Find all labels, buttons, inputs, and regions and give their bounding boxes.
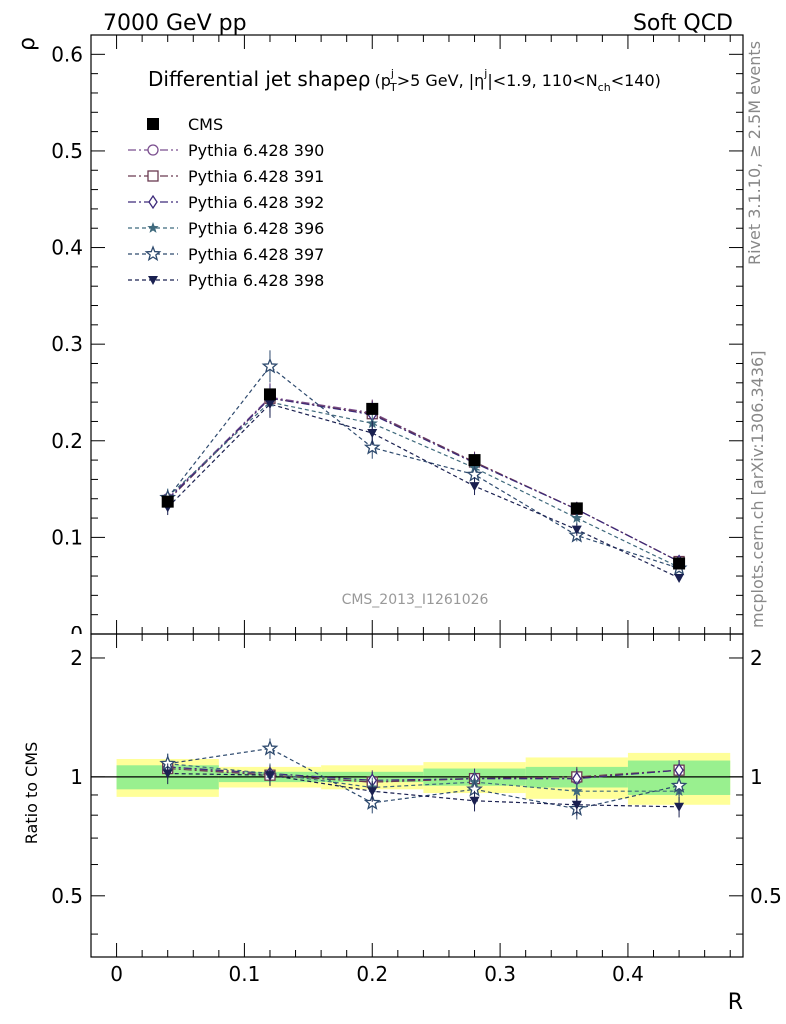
title-cond2-sup: j [483,67,487,80]
ratio-ytick-label-right-2: 2 [750,646,763,670]
legend-marker-1 [147,170,159,182]
title-main: Differential jet shape [148,67,358,91]
title-cond1-sup: j [390,67,394,80]
legend-label-1: Pythia 6.428 391 [188,167,324,186]
title-cond1: (p [375,71,391,90]
series-line-4 [167,365,680,569]
cms-point-2 [366,402,379,415]
series-line-5 [167,403,680,579]
xtick-label-1: 0.1 [229,962,261,986]
ratio-ytick-label-right-1: 1 [750,765,763,789]
legend-marker-2 [148,194,158,210]
y-axis-label: ρ [15,37,40,51]
legend-marker-3 [147,222,159,233]
ratio-y-axis-label: Ratio to CMS [22,742,41,844]
title-cond4: <140) [611,71,661,90]
rivet-label: Rivet 3.1.10, ≥ 2.5M events [745,41,764,265]
title-cond2: >5 GeV, |η [397,71,485,90]
analysis-watermark: CMS_2013_I1261026 [342,592,489,608]
series-point-5-3 [469,482,480,492]
ratio-point-5-0 [162,769,173,779]
legend-marker-cms [147,118,159,130]
cms-point-5 [673,557,686,570]
series-line-2 [167,397,680,563]
ratio-frame [90,633,744,958]
ratio-point-4-5 [670,776,688,793]
mcplots-label: mcplots.cern.ch [arXiv:1306.3436] [748,351,767,628]
ratio-point-5-1 [264,771,275,781]
series-point-4-2 [363,438,381,455]
legend-label-2: Pythia 6.428 392 [188,193,324,212]
header-right-label: Soft QCD [633,11,733,36]
ratio-point-5-4 [571,800,582,810]
series-point-5-4 [571,525,582,535]
legend-label-cms: CMS [188,115,223,134]
xtick-label-3: 0.3 [484,962,516,986]
ratio-ytick-label-left-0: 0.5 [51,884,83,908]
legend-marker-4 [144,245,162,262]
series-point-3-4 [571,512,583,523]
ratio-point-3-4 [571,785,583,797]
xtick-label-0: 0 [110,962,123,986]
main-ytick-label-2: 0.3 [51,332,83,356]
legend-label-3: Pythia 6.428 396 [188,219,324,238]
header-left-label: 7000 GeV pp [103,11,247,36]
legend-label-0: Pythia 6.428 390 [188,141,324,160]
xtick-label-2: 0.2 [356,962,388,986]
cms-point-1 [263,388,276,401]
series-point-4-1 [261,357,279,374]
legend: CMS Pythia 6.428 390 Pythia 6.428 391 Pythi… [128,115,324,290]
main-ytick-label-0: 0.1 [51,525,83,549]
main-ytick-label-zero: 0 [70,622,83,646]
legend-marker-5 [148,276,158,285]
cms-point-0 [161,495,174,508]
ratio-point-4-1 [261,739,279,756]
x-axis-label: R [728,990,743,1015]
ratio-line-1 [167,767,680,783]
axis-ticks: 0.1 0.2 0.3 0.4 0.5 0.6 0 0 0.1 0.2 0.3 0.4 0.5 0.5 1 1… [51,34,782,986]
series-line-0 [167,396,680,563]
legend-label-5: Pythia 6.428 398 [188,271,324,290]
series-point-5-2 [367,429,378,439]
series-line-1 [167,397,680,563]
cms-point-3 [468,454,481,467]
main-ytick-label-4: 0.5 [51,139,83,163]
title-cond3-sub: ch [598,81,611,94]
main-ytick-label-1: 0.2 [51,429,83,453]
ratio-point-4-2 [363,793,381,810]
legend-marker-0 [147,144,159,156]
axes-frames [90,34,744,958]
series-point-5-5 [674,573,685,583]
xtick-label-4: 0.4 [612,962,644,986]
ratio-ytick-label-left-1: 1 [70,765,83,789]
ratio-point-5-2 [367,787,378,797]
legend-label-4: Pythia 6.428 397 [188,245,324,264]
title-rho: ρ [358,67,371,91]
series-line-3 [167,401,680,568]
ratio-point-5-5 [674,802,685,812]
main-ytick-zero-clip: 0 [70,622,83,646]
ratio-ytick-label-left-2: 2 [70,646,83,670]
title-cond3: |<1.9, 110<N [487,71,597,90]
ratio-line-3 [167,763,680,792]
series-point-5-1 [264,400,275,410]
ratio-line-5 [167,772,680,808]
main-panel-series [159,350,688,583]
main-ytick-label-5: 0.6 [51,42,83,66]
ratio-point-5-3 [469,796,480,806]
ratio-ytick-label-right-0: 0.5 [750,884,782,908]
chart-title: Differential jet shapeρ (pj T>5 GeV, |ηj|<… [148,67,661,94]
title-cond1-sub: T [389,81,397,94]
ratio-panel-series [159,738,688,820]
cms-point-4 [570,502,583,515]
main-ytick-label-3: 0.4 [51,236,83,260]
